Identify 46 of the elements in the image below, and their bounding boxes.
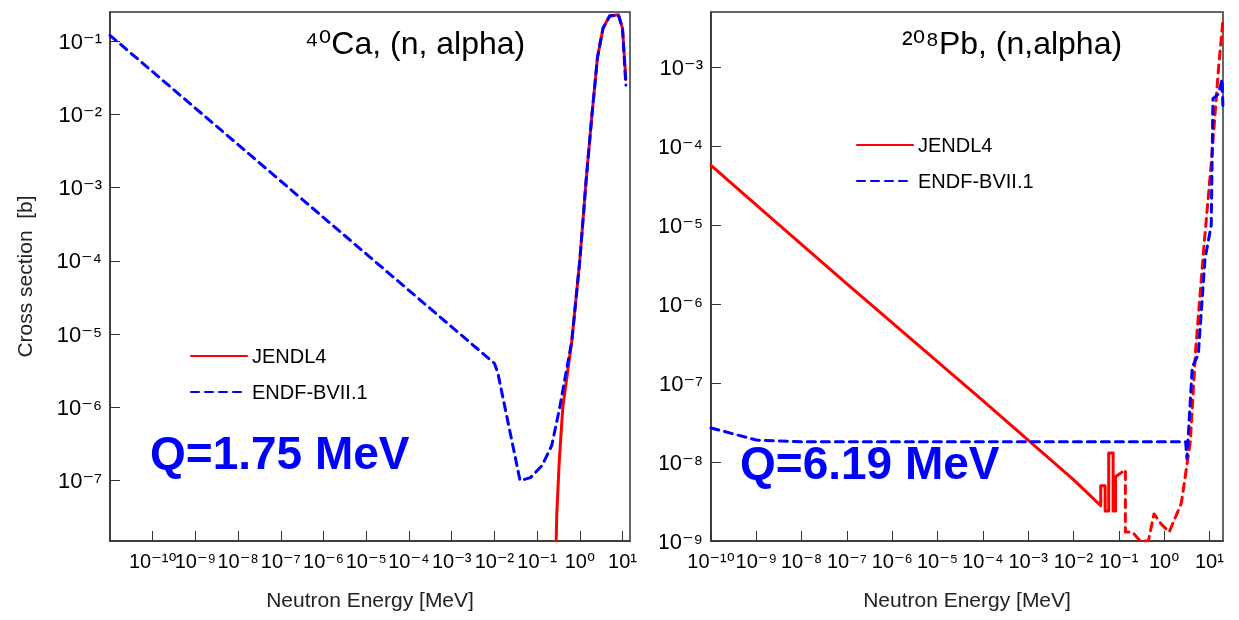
y-tick-label: 10⁻⁷ <box>658 370 704 396</box>
x-tick-label: 10⁻⁷ <box>260 550 301 572</box>
y-tick-label: 10⁻¹ <box>58 28 102 54</box>
x-tick-label: 10⁰ <box>1148 550 1180 572</box>
x-tick-label: 10⁻¹ <box>1099 550 1139 572</box>
x-tick-label: 10⁻⁴ <box>962 550 1004 572</box>
y-tick-label: 10⁻³ <box>58 175 102 201</box>
x-tick-label: 10⁻⁵ <box>345 550 387 572</box>
x-tick-label: 10⁰ <box>564 550 595 572</box>
y-tick-label: 10⁻³ <box>659 54 703 80</box>
y-tick-label: 10⁻⁶ <box>657 291 703 317</box>
y-tick-label: 10⁻⁶ <box>56 394 102 420</box>
x-tick-label: 10⁻¹ <box>517 550 558 572</box>
annotation: Q=6.19 MeV <box>740 437 1000 489</box>
x-tick-label: 10⁻² <box>474 550 515 572</box>
x-tick-label: 10⁻³ <box>431 550 472 572</box>
x-tick-label: 10¹ <box>1194 550 1225 572</box>
x-tick-label: 10⁻⁶ <box>871 550 913 572</box>
chart-title: ²⁰⁸Pb, (n,alpha) <box>901 25 1123 61</box>
legend-label: ENDF-BVII.1 <box>252 381 368 403</box>
x-tick-label: 10¹ <box>608 550 638 572</box>
y-tick-label: 10⁻² <box>58 101 102 127</box>
legend-label: ENDF-BVII.1 <box>918 170 1034 192</box>
x-tick-label: 10⁻² <box>1053 550 1094 572</box>
legend-label: JENDL4 <box>918 134 993 156</box>
x-tick-label: 10⁻³ <box>1008 550 1049 572</box>
y-tick-label: 10⁻⁴ <box>56 248 102 274</box>
x-axis-title: Neutron Energy [MeV] <box>266 588 474 611</box>
x-tick-label: 10⁻⁸ <box>780 550 823 572</box>
y-axis-title: Cross section [b] <box>13 195 36 358</box>
y-tick-label: 10⁻⁷ <box>57 468 103 494</box>
y-tick-label: 10⁻⁵ <box>56 321 102 347</box>
y-tick-label: 10⁻⁴ <box>657 133 703 159</box>
legend-label: JENDL4 <box>252 345 327 367</box>
x-tick-label: 10⁻⁶ <box>303 550 345 572</box>
x-tick-label: 10⁻⁵ <box>916 550 959 572</box>
x-tick-label: 10⁻⁴ <box>388 550 430 572</box>
x-tick-label: 10⁻⁹ <box>735 550 777 572</box>
x-tick-label: 10⁻⁸ <box>217 550 259 572</box>
chart-title: ⁴⁰Ca, (n, alpha) <box>304 25 526 61</box>
x-tick-label: 10⁻⁷ <box>826 550 867 572</box>
x-axis-title: Neutron Energy [MeV] <box>863 588 1071 611</box>
annotation: Q=1.75 MeV <box>150 427 410 479</box>
y-tick-label: 10⁻⁸ <box>657 449 703 475</box>
y-tick-label: 10⁻⁵ <box>657 212 703 238</box>
x-tick-label: 10⁻¹⁰ <box>128 550 177 572</box>
